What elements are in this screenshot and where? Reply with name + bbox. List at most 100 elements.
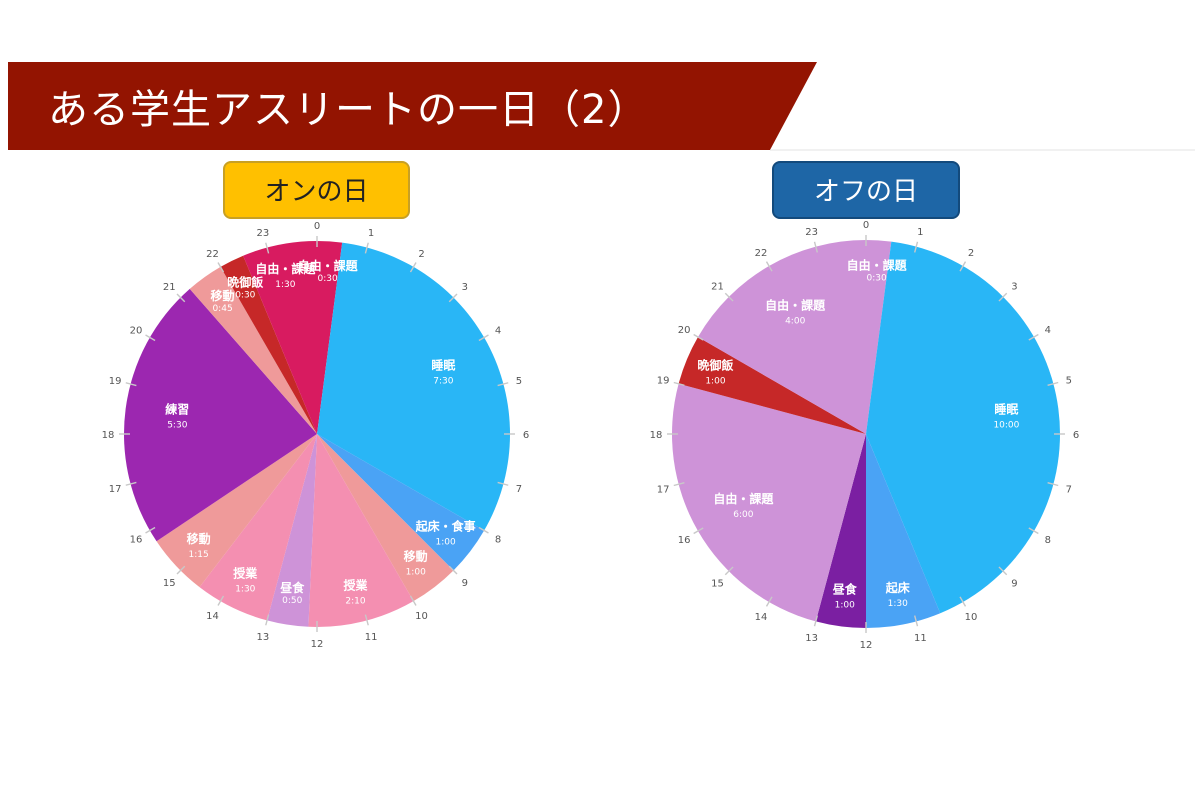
on-slice-label-5: 昼食 (279, 580, 305, 595)
on-slice-label-6: 授業 (233, 565, 258, 580)
off-slice-label-5: 晩御飯 (697, 358, 733, 373)
off-hour-label-7: 7 (1066, 484, 1072, 495)
off-hour-label-6: 6 (1073, 430, 1079, 441)
on-slice-label-11: 自由・課題 (255, 261, 316, 276)
off-slice-4 (671, 383, 866, 622)
off-slice-0 (866, 240, 892, 434)
on-slice-label-1: 睡眠 (431, 358, 455, 373)
on-slice-label-9: 移動 (211, 288, 235, 303)
on-slice-duration-6: 1:30 (235, 584, 255, 594)
on-slice-11 (243, 240, 317, 434)
on-hour-tick-9 (448, 565, 458, 575)
on-hour-label-20: 20 (130, 326, 143, 337)
on-day-badge: オンの日 (223, 161, 410, 219)
on-slice-10 (220, 255, 317, 434)
off-hour-label-3: 3 (1011, 282, 1017, 293)
on-hour-label-7: 7 (516, 484, 522, 495)
off-hour-label-4: 4 (1045, 325, 1051, 336)
on-hour-tick-16 (145, 526, 156, 534)
on-slice-duration-2: 1:00 (436, 538, 456, 548)
on-hour-tick-22 (217, 262, 225, 273)
off-hour-tick-16 (693, 527, 704, 535)
on-slice-0 (317, 241, 343, 434)
off-hour-tick-23 (813, 241, 819, 253)
off-slice-duration-5: 1:00 (705, 377, 725, 387)
off-hour-tick-5 (1047, 381, 1059, 387)
off-hour-tick-15 (724, 566, 734, 576)
off-hour-label-23: 23 (805, 227, 818, 238)
on-hour-label-8: 8 (495, 535, 501, 546)
on-hour-tick-1 (364, 242, 369, 254)
on-hour-label-16: 16 (130, 535, 143, 546)
on-slice-duration-1: 7:30 (433, 377, 453, 387)
off-hour-label-19: 19 (657, 376, 670, 387)
on-hour-tick-15 (176, 565, 186, 575)
off-hour-tick-21 (724, 292, 734, 302)
on-hour-label-2: 2 (418, 249, 424, 260)
on-hour-tick-5 (497, 382, 509, 387)
off-slice-duration-3: 1:00 (835, 601, 855, 611)
on-hour-label-17: 17 (109, 484, 122, 495)
off-hour-label-2: 2 (968, 248, 974, 259)
on-hour-label-5: 5 (516, 376, 522, 387)
on-hour-label-6: 6 (523, 430, 529, 441)
on-slice-8 (123, 288, 317, 542)
on-hour-label-0: 0 (314, 221, 320, 232)
off-slice-label-1: 睡眠 (994, 402, 1018, 417)
off-slice-label-2: 起床 (885, 580, 911, 595)
off-hour-label-1: 1 (917, 227, 923, 238)
off-slice-duration-2: 1:30 (888, 599, 908, 609)
off-slice-2 (866, 434, 941, 628)
off-hour-tick-17 (673, 481, 685, 487)
off-slice-5 (678, 337, 866, 434)
on-slice-3 (317, 434, 454, 602)
off-hour-tick-4 (1028, 333, 1039, 341)
off-hour-label-9: 9 (1011, 578, 1017, 589)
off-hour-tick-3 (998, 292, 1008, 302)
on-slice-label-7: 移動 (187, 531, 211, 546)
on-hour-tick-8 (478, 526, 489, 534)
off-hour-label-16: 16 (678, 535, 691, 546)
off-hour-tick-13 (813, 615, 819, 627)
on-slice-duration-3: 1:00 (406, 568, 426, 578)
on-slice-duration-5: 0:50 (282, 596, 302, 606)
off-slice-label-6: 自由・課題 (765, 297, 826, 312)
off-hour-tick-22 (765, 261, 773, 272)
on-hour-label-1: 1 (368, 228, 374, 239)
off-hour-label-15: 15 (711, 578, 724, 589)
off-slice-label-0: 自由・課題 (847, 257, 908, 272)
on-slice-label-0: 自由・課題 (298, 258, 359, 273)
on-slice-label-2: 起床・食事 (415, 519, 476, 534)
off-hour-label-5: 5 (1066, 376, 1072, 387)
on-hour-label-13: 13 (257, 632, 270, 643)
on-slice-5 (267, 434, 317, 627)
off-slice-duration-4: 6:00 (733, 510, 753, 520)
on-hour-label-12: 12 (311, 639, 324, 650)
off-slice-label-3: 昼食 (832, 582, 858, 597)
on-hour-label-18: 18 (102, 430, 115, 441)
on-hour-label-23: 23 (257, 228, 270, 239)
off-hour-label-11: 11 (914, 633, 927, 644)
on-hour-label-15: 15 (163, 578, 176, 589)
off-slice-duration-0: 0:30 (867, 273, 887, 283)
title-banner (8, 62, 1195, 151)
on-slice-label-8: 練習 (165, 402, 189, 417)
on-hour-tick-13 (265, 614, 270, 626)
on-slice-duration-9: 0:45 (212, 304, 232, 314)
on-hour-tick-23 (265, 242, 270, 254)
on-slice-2 (317, 434, 485, 571)
title-banner-shape (8, 62, 817, 150)
off-slice-1 (866, 241, 1060, 614)
on-hour-label-22: 22 (206, 249, 219, 260)
off-hour-label-13: 13 (805, 633, 818, 644)
off-hour-tick-9 (998, 566, 1008, 576)
on-slice-9 (189, 266, 317, 434)
on-hour-label-19: 19 (109, 376, 122, 387)
off-hour-tick-19 (673, 381, 685, 387)
on-hour-tick-19 (125, 382, 137, 387)
on-slice-1 (317, 242, 510, 531)
page-title: ある学生アスリートの一日（2） (48, 87, 649, 133)
off-slice-duration-1: 10:00 (993, 421, 1019, 431)
on-hour-tick-7 (497, 481, 509, 486)
